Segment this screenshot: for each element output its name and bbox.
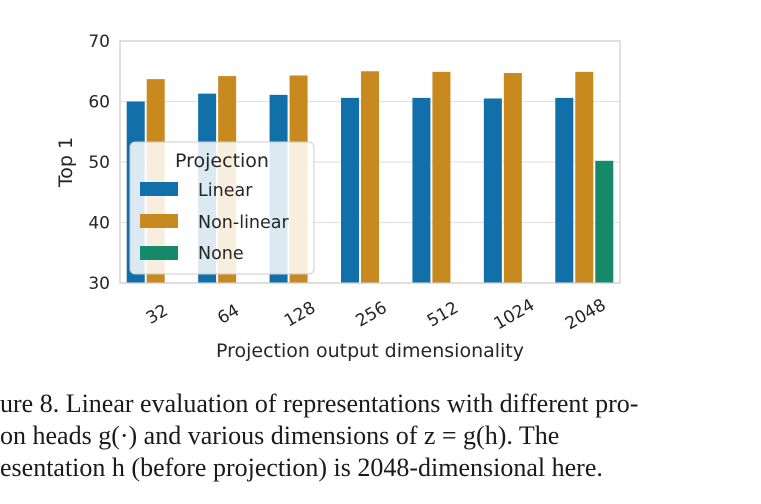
legend-swatch-linear	[140, 182, 178, 196]
x-axis-title: Projection output dimensionality	[216, 340, 524, 362]
caption-line-1: ure 8. Linear evaluation of representati…	[0, 389, 639, 418]
y-tick-label: 50	[88, 153, 110, 173]
legend-swatch-none	[140, 246, 178, 260]
legend-label-none: None	[198, 244, 244, 264]
legend-title: Projection	[175, 150, 269, 172]
bar-linear-1024	[483, 98, 502, 283]
chart: 30 40 50 60 70 32 64 128 256 512 1024 2048 Top 1 P…	[55, 32, 621, 362]
legend-label-linear: Linear	[198, 181, 253, 201]
bar-none-2048	[595, 160, 614, 283]
y-tick-label: 70	[88, 32, 110, 52]
bar-non-linear-512	[432, 71, 451, 283]
y-tick-label: 30	[88, 274, 110, 294]
bar-linear-256	[341, 97, 359, 284]
legend-box	[129, 141, 315, 275]
y-tick-label: 60	[88, 93, 110, 113]
figure-caption: ure 8. Linear evaluation of representati…	[0, 388, 761, 484]
x-tick-label: 512	[424, 298, 462, 332]
legend: Projection Linear Non-linear None	[129, 141, 315, 275]
y-axis-title: Top 1	[55, 137, 77, 188]
y-tick-label: 40	[88, 214, 110, 234]
x-tick-label: 64	[214, 301, 243, 329]
legend-label-non-linear: Non-linear	[198, 213, 290, 233]
x-tick-label: 256	[352, 298, 390, 332]
legend-swatch-non-linear	[140, 214, 178, 228]
x-tick-label: 32	[143, 301, 172, 329]
bar-non-linear-2048	[575, 71, 594, 283]
caption-line-2: on heads g(·) and various dimensions of …	[0, 421, 560, 450]
x-ticks: 32 64 128 256 512 1024 2048	[143, 295, 610, 334]
bar-non-linear-256	[361, 71, 379, 283]
plot-frame	[119, 40, 621, 284]
x-tick-label: 1024	[491, 295, 538, 334]
bar-linear-512	[412, 97, 431, 284]
bar-non-linear-1024	[503, 73, 522, 283]
x-tick-label: 128	[281, 298, 319, 332]
caption-line-3: esentation h (before projection) is 2048…	[0, 453, 603, 482]
y-ticks: 30 40 50 60 70	[88, 32, 110, 294]
bar-linear-2048	[555, 97, 574, 284]
x-tick-label: 2048	[562, 295, 609, 334]
